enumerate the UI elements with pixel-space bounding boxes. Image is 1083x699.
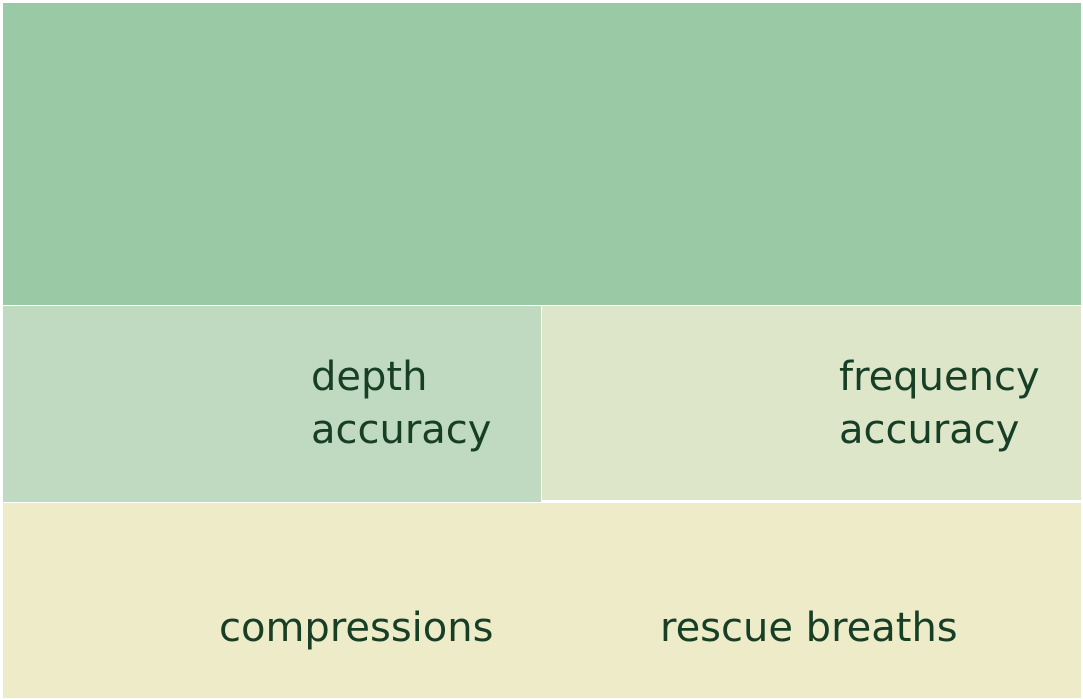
top-block — [3, 3, 1081, 305]
frequency-label-line-2: accuracy — [839, 407, 1020, 453]
depth-label-line-1: depth — [311, 354, 428, 400]
bottom-block — [3, 503, 1081, 698]
frequency-label-line-1: frequency — [839, 354, 1040, 400]
depth-label-line-2: accuracy — [311, 407, 492, 453]
depth-accuracy-label: depth accuracy — [311, 351, 491, 457]
frequency-accuracy-block — [542, 306, 1081, 500]
frequency-accuracy-label: frequency accuracy — [839, 351, 1040, 457]
compressions-label: compressions — [219, 605, 494, 651]
rescue-breaths-label: rescue breaths — [660, 605, 958, 651]
depth-accuracy-block — [3, 306, 541, 502]
